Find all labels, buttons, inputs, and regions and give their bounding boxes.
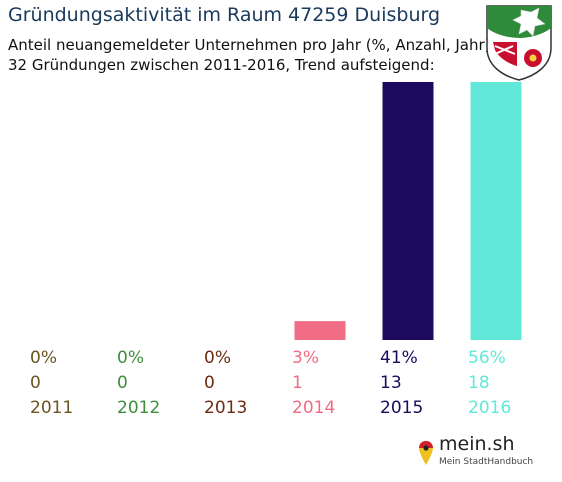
value-label-2011: 0% [30, 348, 57, 368]
year-label-2012: 2012 [117, 398, 161, 418]
value-label-2014: 3% [292, 348, 319, 368]
count-label-2016: 18 [468, 373, 490, 393]
count-label-2014: 1 [292, 373, 303, 393]
count-label-2012: 0 [117, 373, 128, 393]
count-label-2011: 0 [30, 373, 41, 393]
year-label-2011: 2011 [30, 398, 74, 418]
brand-tagline: Mein StadtHandbuch [439, 457, 534, 467]
bar-2014 [294, 321, 346, 340]
chart-title: Gründungsaktivität im Raum 47259 Duisbur… [8, 4, 441, 26]
value-label-2013: 0% [204, 348, 231, 368]
year-label-2015: 2015 [380, 398, 424, 418]
chart-summary: 32 Gründungen zwischen 2011-2016, Trend … [8, 56, 435, 74]
value-label-2012: 0% [117, 348, 144, 368]
map-pin-icon [419, 441, 433, 465]
count-label-2013: 0 [204, 373, 215, 393]
nrw-coat-of-arms-icon [486, 5, 552, 81]
year-label-2013: 2013 [204, 398, 248, 418]
year-label-2014: 2014 [292, 398, 336, 418]
brand-logo: mein.sh Mein StadtHandbuch [417, 433, 533, 473]
brand-name: mein.sh [439, 433, 515, 455]
value-label-2015: 41% [380, 348, 418, 368]
year-label-2016: 2016 [468, 398, 512, 418]
bar-2015 [382, 82, 434, 340]
count-label-2015: 13 [380, 373, 402, 393]
value-label-2016: 56% [468, 348, 506, 368]
chart-subtitle: Anteil neuangemeldeter Unternehmen pro J… [8, 36, 491, 54]
bar-2016 [470, 82, 522, 340]
